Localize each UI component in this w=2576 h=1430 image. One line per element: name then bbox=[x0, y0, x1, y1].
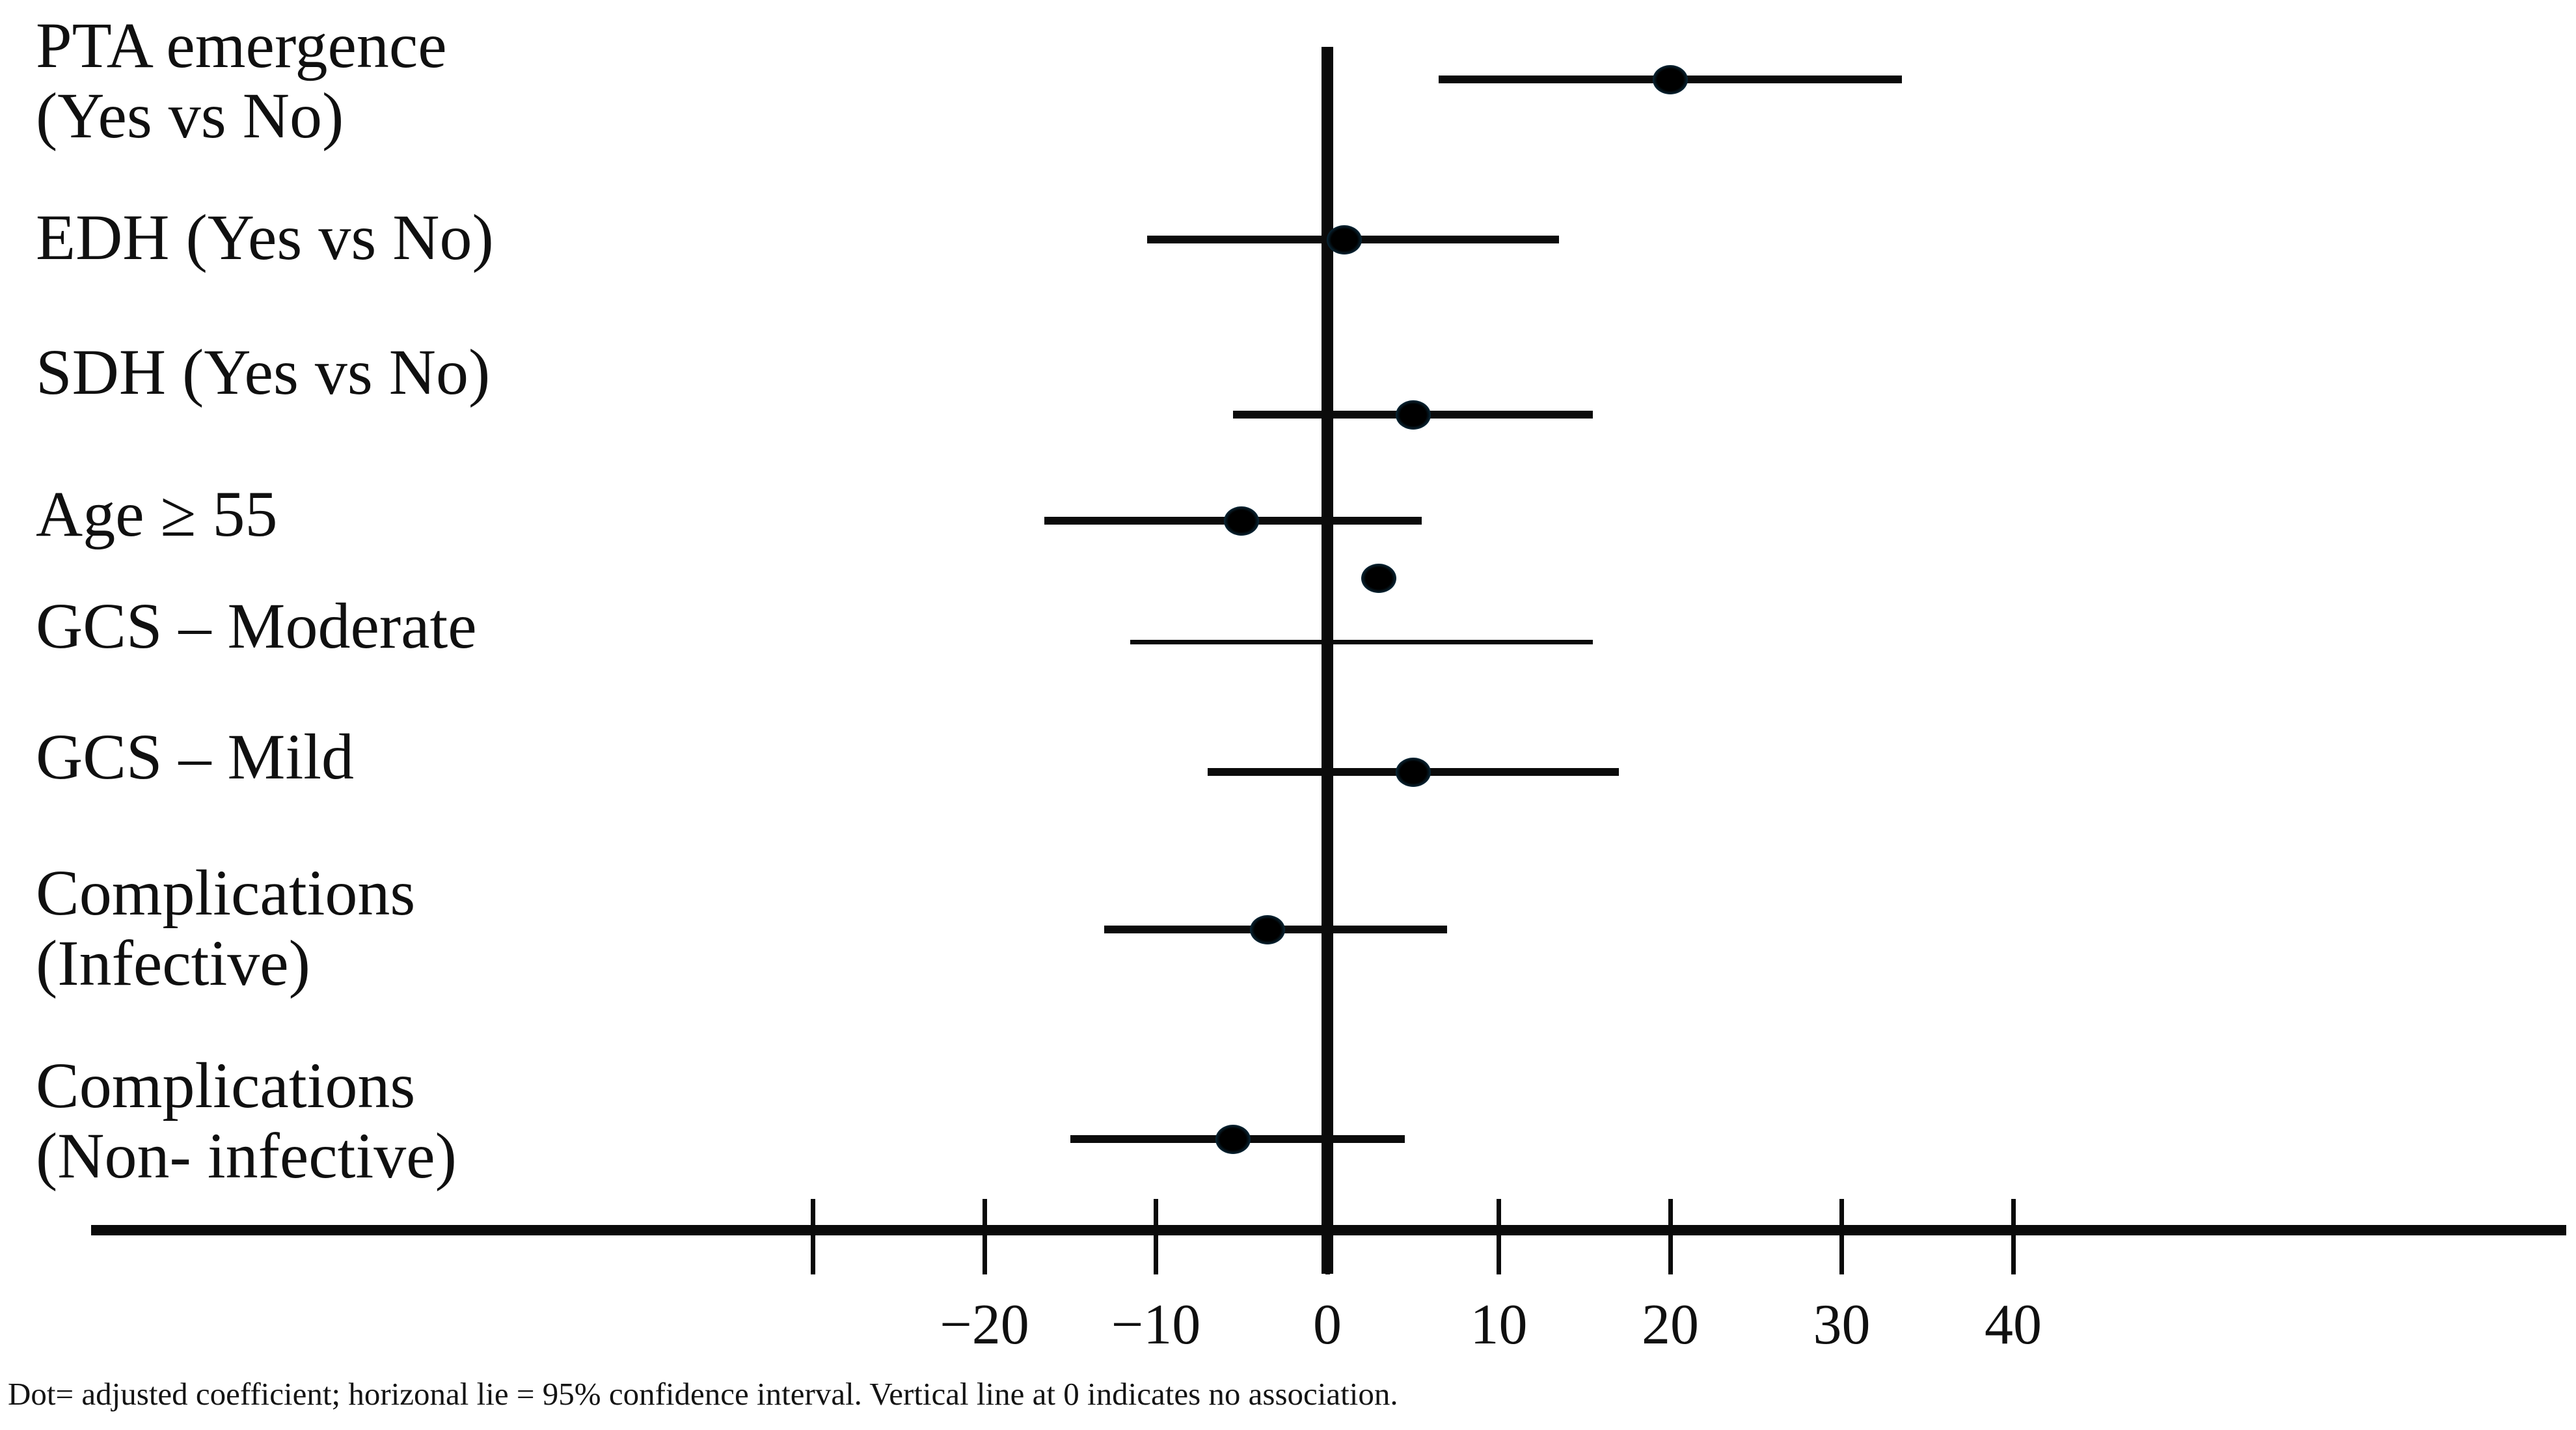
row-label-comp-non-infective: Complications (Non- infective) bbox=[36, 1051, 457, 1191]
x-axis-tick-40 bbox=[2011, 1199, 2016, 1274]
ci-line-gcs-moderate bbox=[1130, 639, 1593, 644]
figure-caption: Dot= adjusted coefficient; horizonal lie… bbox=[8, 1376, 1398, 1412]
x-axis-tick-20 bbox=[1668, 1199, 1673, 1274]
coefficient-dot-edh bbox=[1327, 225, 1363, 254]
row-label-comp-infective: Complications (Infective) bbox=[36, 858, 415, 998]
x-axis-tick-label-30: 30 bbox=[1813, 1293, 1871, 1356]
row-label-pta-emergence: PTA emergence (Yes vs No) bbox=[36, 10, 447, 151]
coefficient-dot-gcs-moderate bbox=[1361, 563, 1397, 593]
coefficient-dot-gcs-mild bbox=[1395, 757, 1431, 787]
row-label-line: (Infective) bbox=[36, 927, 310, 999]
x-axis-tick--30 bbox=[811, 1199, 815, 1274]
row-label-sdh: SDH (Yes vs No) bbox=[36, 337, 490, 407]
row-label-line: Complications bbox=[36, 1049, 416, 1121]
coefficient-dot-comp-non-infective bbox=[1215, 1124, 1251, 1154]
row-label-age-ge-55: Age ≥ 55 bbox=[36, 479, 277, 549]
x-axis-tick-0 bbox=[1325, 1199, 1330, 1274]
row-label-gcs-moderate: GCS – Moderate bbox=[36, 591, 477, 661]
row-label-line: SDH (Yes vs No) bbox=[36, 336, 491, 408]
row-label-line: GCS – Mild bbox=[36, 721, 355, 793]
x-axis-tick-10 bbox=[1497, 1199, 1501, 1274]
x-axis-tick-label-40: 40 bbox=[1985, 1293, 2042, 1356]
x-axis-tick-label--10: −10 bbox=[1111, 1293, 1201, 1356]
row-label-gcs-mild: GCS – Mild bbox=[36, 722, 354, 792]
row-label-line: PTA emergence bbox=[36, 9, 447, 81]
x-axis-tick-30 bbox=[1839, 1199, 1844, 1274]
row-label-line: (Yes vs No) bbox=[36, 79, 344, 152]
x-axis-tick-label-0: 0 bbox=[1313, 1293, 1342, 1356]
x-axis-tick--10 bbox=[1154, 1199, 1158, 1274]
row-label-line: GCS – Moderate bbox=[36, 590, 477, 662]
row-label-line: EDH (Yes vs No) bbox=[36, 201, 494, 273]
row-label-line: (Non- infective) bbox=[36, 1120, 457, 1192]
coefficient-dot-comp-infective bbox=[1249, 914, 1285, 944]
coefficient-dot-pta-emergence bbox=[1653, 64, 1688, 94]
row-label-line: Age ≥ 55 bbox=[36, 478, 278, 550]
row-label-edh: EDH (Yes vs No) bbox=[36, 202, 494, 273]
x-axis-tick--20 bbox=[982, 1199, 987, 1274]
coefficient-dot-sdh bbox=[1395, 400, 1431, 430]
x-axis-tick-label-10: 10 bbox=[1470, 1293, 1528, 1356]
coefficient-dot-age-ge-55 bbox=[1224, 506, 1260, 536]
row-label-line: Complications bbox=[36, 857, 416, 929]
x-axis-tick-label-20: 20 bbox=[1642, 1293, 1699, 1356]
zero-reference-line bbox=[1322, 47, 1333, 1274]
x-axis-tick-label--20: −20 bbox=[940, 1293, 1029, 1356]
